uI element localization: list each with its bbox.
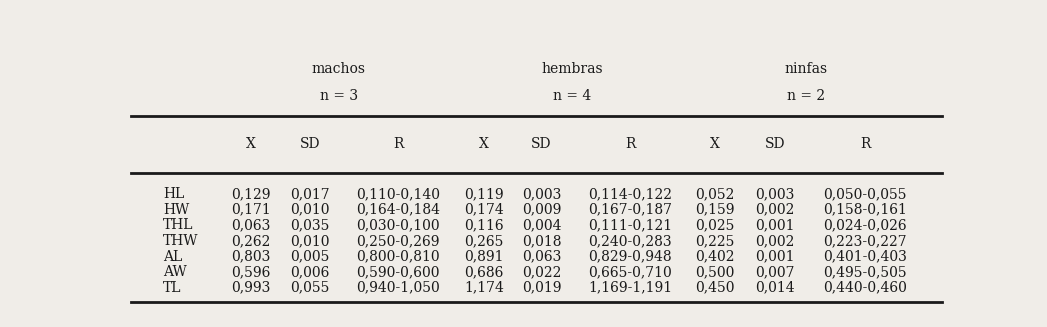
Text: 0,223-0,227: 0,223-0,227	[823, 234, 907, 248]
Text: 0,002: 0,002	[756, 234, 795, 248]
Text: 0,006: 0,006	[290, 265, 330, 279]
Text: 0,114-0,122: 0,114-0,122	[588, 187, 672, 201]
Text: 0,005: 0,005	[290, 250, 330, 264]
Text: X: X	[246, 137, 255, 151]
Text: 0,495-0,505: 0,495-0,505	[823, 265, 907, 279]
Text: TL: TL	[163, 281, 182, 295]
Text: 0,240-0,283: 0,240-0,283	[588, 234, 672, 248]
Text: 0,116: 0,116	[464, 218, 504, 232]
Text: 0,022: 0,022	[521, 265, 561, 279]
Text: 0,401-0,403: 0,401-0,403	[823, 250, 907, 264]
Text: 0,829-0,948: 0,829-0,948	[588, 250, 672, 264]
Text: 1,169-1,191: 1,169-1,191	[588, 281, 672, 295]
Text: 0,001: 0,001	[755, 218, 795, 232]
Text: THW: THW	[163, 234, 199, 248]
Text: R: R	[393, 137, 403, 151]
Text: AL: AL	[163, 250, 182, 264]
Text: 0,007: 0,007	[755, 265, 795, 279]
Text: SD: SD	[299, 137, 320, 151]
Text: 0,004: 0,004	[521, 218, 561, 232]
Text: R: R	[625, 137, 636, 151]
Text: HL: HL	[163, 187, 184, 201]
Text: 0,665-0,710: 0,665-0,710	[588, 265, 672, 279]
Text: 0,018: 0,018	[521, 234, 561, 248]
Text: 0,250-0,269: 0,250-0,269	[356, 234, 440, 248]
Text: 0,050-0,055: 0,050-0,055	[823, 187, 907, 201]
Text: 0,119: 0,119	[464, 187, 504, 201]
Text: 0,891: 0,891	[464, 250, 504, 264]
Text: X: X	[478, 137, 489, 151]
Text: 0,002: 0,002	[756, 203, 795, 217]
Text: 0,110-0,140: 0,110-0,140	[356, 187, 440, 201]
Text: 0,265: 0,265	[464, 234, 504, 248]
Text: 0,129: 0,129	[230, 187, 270, 201]
Text: 0,171: 0,171	[230, 203, 270, 217]
Text: AW: AW	[163, 265, 187, 279]
Text: 0,402: 0,402	[695, 250, 735, 264]
Text: HW: HW	[163, 203, 190, 217]
Text: n = 4: n = 4	[553, 89, 592, 103]
Text: ninfas: ninfas	[785, 62, 828, 77]
Text: 0,158-0,161: 0,158-0,161	[823, 203, 907, 217]
Text: 0,940-1,050: 0,940-1,050	[356, 281, 440, 295]
Text: machos: machos	[312, 62, 365, 77]
Text: 0,003: 0,003	[756, 187, 795, 201]
Text: 0,159: 0,159	[695, 203, 735, 217]
Text: 0,686: 0,686	[464, 265, 504, 279]
Text: 0,024-0,026: 0,024-0,026	[823, 218, 907, 232]
Text: 0,025: 0,025	[695, 218, 735, 232]
Text: R: R	[860, 137, 870, 151]
Text: 0,174: 0,174	[464, 203, 504, 217]
Text: 0,164-0,184: 0,164-0,184	[356, 203, 440, 217]
Text: SD: SD	[531, 137, 552, 151]
Text: 0,001: 0,001	[755, 250, 795, 264]
Text: SD: SD	[765, 137, 785, 151]
Text: 0,010: 0,010	[290, 234, 330, 248]
Text: 0,009: 0,009	[521, 203, 561, 217]
Text: 0,167-0,187: 0,167-0,187	[588, 203, 672, 217]
Text: 0,800-0,810: 0,800-0,810	[356, 250, 440, 264]
Text: n = 3: n = 3	[319, 89, 358, 103]
Text: 0,440-0,460: 0,440-0,460	[823, 281, 907, 295]
Text: 0,225: 0,225	[695, 234, 735, 248]
Text: 0,030-0,100: 0,030-0,100	[356, 218, 440, 232]
Text: 0,450: 0,450	[695, 281, 735, 295]
Text: n = 2: n = 2	[787, 89, 825, 103]
Text: 0,111-0,121: 0,111-0,121	[588, 218, 672, 232]
Text: 0,052: 0,052	[695, 187, 735, 201]
Text: 0,035: 0,035	[290, 218, 330, 232]
Text: X: X	[710, 137, 720, 151]
Text: 0,262: 0,262	[231, 234, 270, 248]
Text: 0,500: 0,500	[695, 265, 735, 279]
Text: 0,063: 0,063	[231, 218, 270, 232]
Text: 0,063: 0,063	[521, 250, 561, 264]
Text: 0,017: 0,017	[290, 187, 330, 201]
Text: 0,993: 0,993	[231, 281, 270, 295]
Text: THL: THL	[163, 218, 194, 232]
Text: 0,590-0,600: 0,590-0,600	[356, 265, 440, 279]
Text: 0,596: 0,596	[231, 265, 270, 279]
Text: 0,019: 0,019	[521, 281, 561, 295]
Text: 0,803: 0,803	[231, 250, 270, 264]
Text: 1,174: 1,174	[464, 281, 504, 295]
Text: 0,010: 0,010	[290, 203, 330, 217]
Text: 0,014: 0,014	[755, 281, 795, 295]
Text: 0,055: 0,055	[290, 281, 330, 295]
Text: 0,003: 0,003	[521, 187, 561, 201]
Text: hembras: hembras	[541, 62, 603, 77]
